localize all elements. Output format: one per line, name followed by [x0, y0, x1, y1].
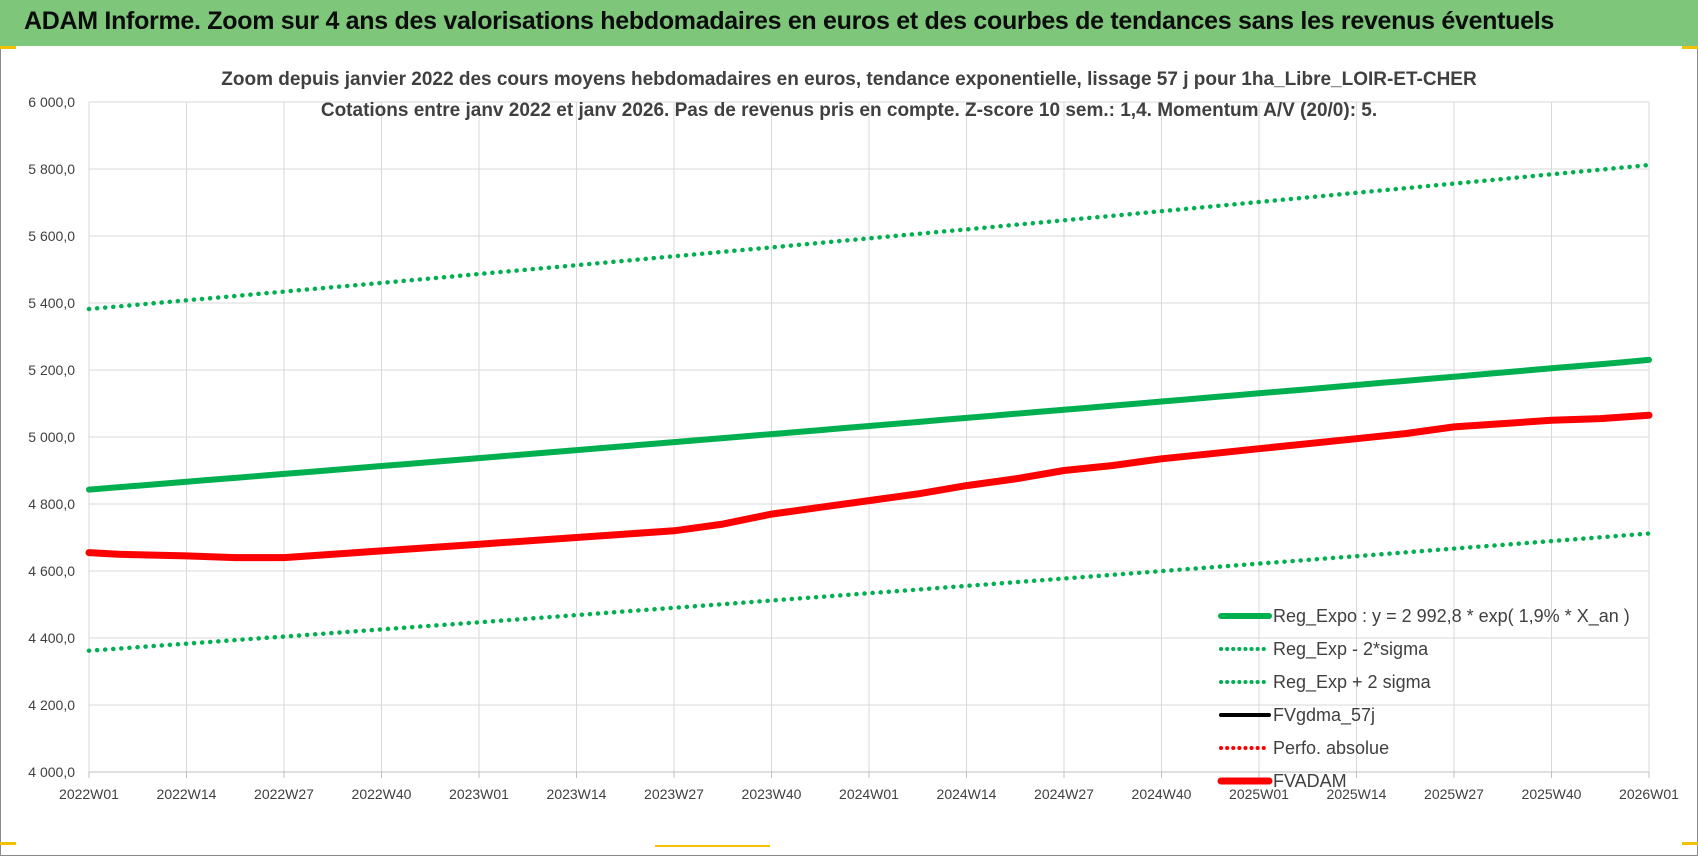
x-tick-label: 2025W14	[1327, 786, 1387, 802]
series-layer	[85, 162, 1653, 653]
accent-mark-bottom-center	[655, 845, 770, 847]
y-tick-label: 4 600,0	[28, 563, 75, 579]
x-tick-label: 2025W27	[1424, 786, 1484, 802]
y-tick-label: 5 600,0	[28, 228, 75, 244]
x-tick-label: 2022W14	[157, 786, 217, 802]
legend-label-reg-exp-2-sigma: Reg_Exp + 2 sigma	[1273, 672, 1432, 693]
x-tick-label: 2023W01	[449, 786, 509, 802]
accent-mark-right	[1682, 46, 1698, 49]
y-tick-label: 4 000,0	[28, 764, 75, 780]
x-tick-label: 2026W01	[1619, 786, 1679, 802]
y-tick-label: 5 200,0	[28, 362, 75, 378]
series-line-reg-expo-y-2-992-8-exp-1-9-x-an	[86, 356, 1652, 493]
x-tick-label: 2024W14	[937, 786, 997, 802]
x-tick-label: 2025W40	[1522, 786, 1582, 802]
legend-label-fvgdma-57j: FVgdma_57j	[1273, 705, 1375, 726]
accent-mark-bottom-right	[1682, 842, 1698, 845]
legend-label-reg-exp-2-sigma: Reg_Exp - 2*sigma	[1273, 639, 1429, 660]
series-line-reg-exp-2-sigma	[86, 162, 1652, 312]
x-tick-label: 2023W40	[742, 786, 802, 802]
x-tick-label: 2024W27	[1034, 786, 1094, 802]
chart-title-line-2: Cotations entre janv 2022 et janv 2026. …	[321, 100, 1377, 121]
x-tick-label: 2025W01	[1229, 786, 1289, 802]
y-tick-label: 4 400,0	[28, 630, 75, 646]
accent-mark-left	[0, 46, 16, 49]
x-tick-label: 2023W27	[644, 786, 704, 802]
series-line-fvadam	[85, 411, 1653, 562]
y-tick-label: 5 000,0	[28, 429, 75, 445]
legend: Reg_Expo : y = 2 992,8 * exp( 1,9% * X_a…	[1217, 606, 1630, 791]
x-tick-label: 2024W01	[839, 786, 899, 802]
x-tick-label: 2022W27	[254, 786, 314, 802]
x-tick-label: 2022W01	[59, 786, 119, 802]
y-tick-label: 4 200,0	[28, 697, 75, 713]
x-tick-label: 2024W40	[1132, 786, 1192, 802]
chart-title-line-1: Zoom depuis janvier 2022 des cours moyen…	[221, 69, 1477, 90]
legend-label-reg-expo-y-2-992-8-exp-1-9-x-an: Reg_Expo : y = 2 992,8 * exp( 1,9% * X_a…	[1273, 606, 1630, 627]
line-chart: 4 000,0 4 200,0 4 400,0 4 600,0 4 800,0 5 000…	[28, 69, 1679, 802]
series-line-reg-exp-2-sigma	[86, 531, 1652, 653]
y-tick-label: 5 400,0	[28, 295, 75, 311]
y-tick-label: 6 000,0	[28, 94, 75, 110]
chart-frame: 4 000,0 4 200,0 4 400,0 4 600,0 4 800,0 5 000…	[0, 46, 1698, 856]
legend-label-perfo-absolue: Perfo. absolue	[1273, 738, 1389, 758]
banner-title: ADAM Informe. Zoom sur 4 ans des valoris…	[24, 7, 1554, 35]
x-tick-label: 2022W40	[352, 786, 412, 802]
accent-mark-bottom-left	[0, 842, 16, 845]
x-tick-label: 2023W14	[547, 786, 607, 802]
legend-label-fvadam: FVADAM	[1273, 771, 1347, 791]
title-banner: ADAM Informe. Zoom sur 4 ans des valoris…	[0, 0, 1698, 46]
y-tick-label: 4 800,0	[28, 496, 75, 512]
y-tick-label: 5 800,0	[28, 161, 75, 177]
axes: 4 000,0 4 200,0 4 400,0 4 600,0 4 800,0 5 000…	[28, 94, 1679, 802]
